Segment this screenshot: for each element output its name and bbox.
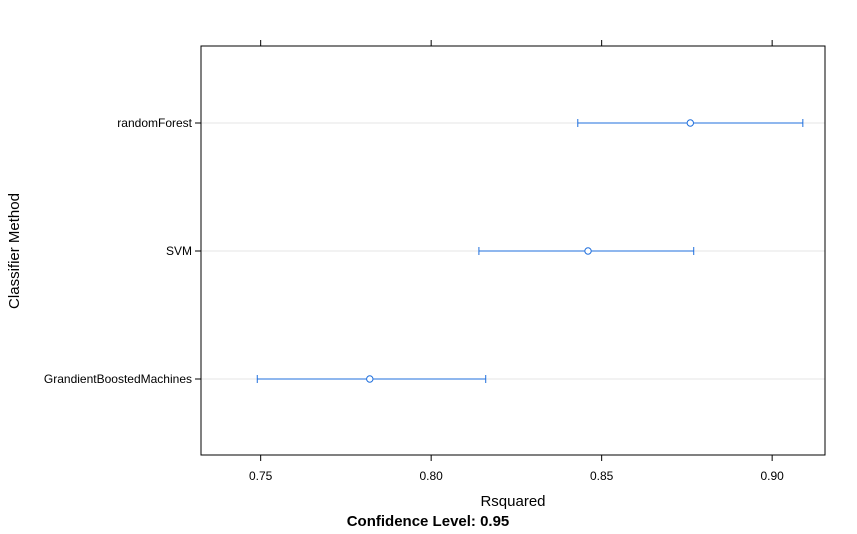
category-label: GrandientBoostedMachines [44, 372, 192, 386]
x-axis-title: Rsquared [480, 493, 545, 510]
estimate-point [366, 375, 374, 383]
estimate-point [686, 119, 695, 127]
category-label: SVM [166, 244, 192, 258]
x-tick-label: 0.75 [249, 469, 273, 483]
confidence-footer: Confidence Level: 0.95 [347, 513, 510, 530]
y-axis-title: Classifier Method [6, 193, 23, 309]
estimate-point [584, 247, 592, 255]
category-labels: randomForest SVM GrandientBoostedMachines [44, 116, 193, 386]
category-label: randomForest [117, 116, 192, 130]
x-tick-label: 0.90 [760, 469, 784, 483]
x-tick-label: 0.85 [590, 469, 614, 483]
x-tick-label: 0.80 [419, 469, 443, 483]
x-axis-ticks: 0.75 0.80 0.85 0.90 [195, 40, 784, 483]
series [256, 119, 804, 383]
